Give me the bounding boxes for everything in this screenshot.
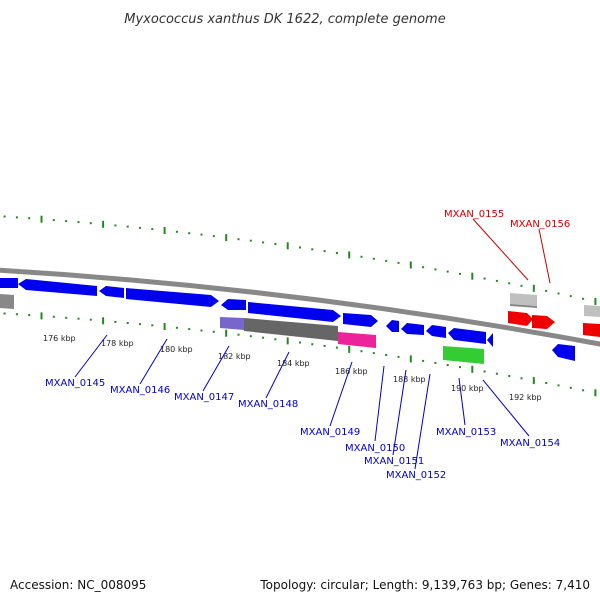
gene-feature: [386, 320, 399, 332]
gene-feature: [221, 299, 246, 310]
gene-label: MXAN_0156: [510, 219, 570, 230]
label-leaders: [74, 218, 551, 470]
leader-line: [538, 228, 551, 284]
tick-label: 188 kbp: [393, 375, 426, 384]
outer-tick-ring: [3, 215, 597, 305]
gene-label: MXAN_0149: [300, 427, 360, 438]
tick-label: 180 kbp: [160, 345, 193, 354]
reverse-strand: [0, 294, 575, 364]
leader-line: [202, 345, 230, 392]
gene-feature: [552, 344, 575, 361]
gene-feature: [510, 304, 537, 308]
gene-feature: [248, 302, 341, 322]
gene-label: MXAN_0152: [386, 470, 446, 481]
tick-label: 184 kbp: [277, 359, 310, 368]
gene-feature: [487, 333, 493, 347]
gene-feature: [508, 311, 533, 326]
gene-label: MXAN_0154: [500, 438, 560, 449]
forward-strand: [0, 278, 600, 337]
gene-label: MXAN_0145: [45, 378, 105, 389]
gene-feature: [18, 279, 97, 296]
gene-label: MXAN_0153: [436, 427, 496, 438]
gene-feature: [338, 332, 376, 348]
gene-feature: [343, 313, 378, 327]
leader-line: [74, 334, 108, 378]
gene-feature: [0, 278, 18, 288]
gene-labels: MXAN_0145 MXAN_0146 MXAN_0147 MXAN_0148 …: [45, 209, 570, 481]
gene-feature: [583, 323, 600, 337]
leader-line: [392, 369, 407, 456]
topology-summary: Topology: circular; Length: 9,139,763 bp…: [260, 578, 590, 592]
leader-line: [414, 373, 431, 470]
leader-line: [374, 365, 385, 442]
gene-feature: [426, 325, 446, 338]
gene-label: MXAN_0155: [444, 209, 504, 220]
gene-feature: [448, 328, 486, 344]
tick-label: 176 kbp: [43, 334, 76, 343]
tick-label: 190 kbp: [451, 384, 484, 393]
map-title: Myxococcus xanthus DK 1622, complete gen…: [124, 12, 445, 27]
leader-line: [265, 351, 290, 399]
gene-feature: [401, 323, 424, 335]
gene-feature: [0, 294, 14, 309]
gene-feature: [99, 286, 124, 298]
leader-line: [329, 361, 353, 427]
gene-feature: [584, 305, 600, 317]
gene-feature: [244, 318, 338, 341]
gene-feature: [532, 315, 555, 329]
inner-tick-ring: [3, 312, 597, 397]
tick-label: 182 kbp: [218, 352, 251, 361]
gene-label: MXAN_0150: [345, 443, 405, 454]
accession-text: Accession: NC_008095: [10, 578, 147, 592]
gene-label: MXAN_0151: [364, 456, 424, 467]
leader-line: [472, 218, 529, 281]
leader-line: [139, 338, 168, 385]
gene-feature: [510, 293, 537, 306]
gene-label: MXAN_0147: [174, 392, 234, 403]
gene-feature: [443, 346, 484, 364]
gene-label: MXAN_0148: [238, 399, 298, 410]
gene-feature: [126, 288, 219, 307]
gene-feature: [220, 317, 244, 330]
tick-label: 178 kbp: [101, 339, 134, 348]
genome-backbone: [0, 267, 600, 347]
leader-line: [482, 379, 530, 437]
tick-labels: 176 kbp 178 kbp 180 kbp 182 kbp 184 kbp …: [43, 334, 542, 402]
leader-line: [458, 377, 466, 426]
tick-label: 186 kbp: [335, 367, 368, 376]
tick-label: 192 kbp: [509, 393, 542, 402]
gene-label: MXAN_0146: [110, 385, 170, 396]
